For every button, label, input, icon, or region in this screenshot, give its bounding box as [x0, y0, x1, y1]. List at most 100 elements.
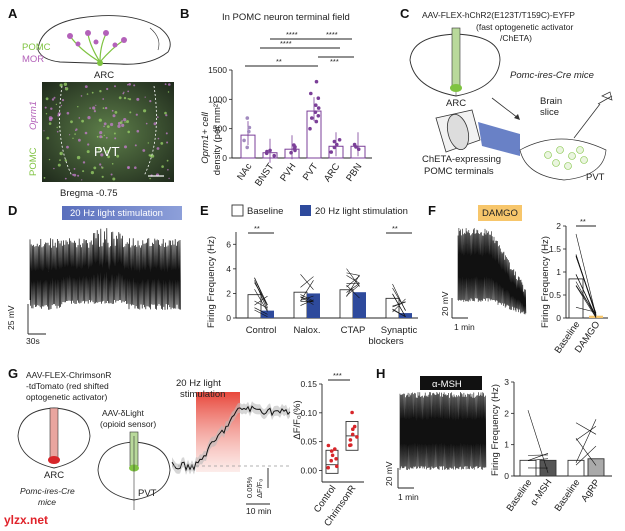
e-paired-line: [392, 301, 406, 308]
histology-speck: [72, 173, 75, 176]
legend-e-stim: 20 Hz light stimulation: [315, 206, 408, 217]
b-data-point: [332, 139, 337, 144]
panel-h: H α-MSH 20 mV 1 min Firing Frequency (Hz…: [376, 366, 612, 514]
h-y-tick-label: 2: [504, 408, 509, 418]
b-data-point: [242, 138, 246, 143]
objective-lens: [435, 109, 520, 156]
h-paired-line: [575, 445, 597, 466]
e-bar-stim: [353, 292, 366, 318]
e-paired-line: [392, 293, 406, 317]
label-brain: Brain: [540, 96, 562, 107]
histology-speck: [121, 120, 123, 122]
panel-f-ylabel: Firing Frequency (Hz): [540, 236, 551, 328]
g-y-tick-label: 0.00: [300, 465, 317, 475]
virus-c-1: AAV-FLEX-hChR2(E123T/T159C)-EYFP: [422, 10, 575, 20]
panel-f-letter: F: [428, 203, 436, 218]
e-bar-baseline: [293, 291, 308, 319]
histology-speck: [135, 113, 138, 116]
e-group-sub: blockers: [368, 336, 404, 347]
histology-speck: [48, 122, 52, 125]
histology-speck: [165, 114, 168, 117]
e-paired-line: [346, 275, 360, 284]
histology-speck: [96, 135, 99, 138]
e-paired-line: [254, 295, 268, 306]
histology-speck: [86, 93, 89, 95]
scale-f-t: 1 min: [454, 322, 475, 332]
histology-speck: [114, 111, 118, 114]
e-category-label: Control: [246, 325, 277, 336]
histology-speck: [65, 87, 67, 89]
histology-speck: [106, 125, 110, 128]
e-paired-line: [346, 284, 360, 296]
histology-speck: [127, 130, 130, 134]
b-y-tick-label: 1500: [208, 65, 227, 75]
histology-speck: [167, 169, 169, 171]
histology-speck: [111, 109, 114, 112]
histology-speck: [99, 90, 102, 93]
histology-speck: [87, 116, 91, 120]
e-paired-line: [254, 307, 268, 315]
panel-b-title: In POMC neuron terminal field: [222, 12, 350, 23]
histology-speck: [43, 177, 46, 179]
e-y-tick-label: 6: [226, 239, 231, 249]
histology-speck: [81, 179, 83, 181]
histology-speck: [118, 146, 120, 149]
histology-speck: [70, 120, 73, 124]
histology-speck: [98, 118, 102, 122]
histology-speck: [143, 109, 147, 113]
histology-speck: [45, 113, 48, 115]
g-data-point: [348, 438, 353, 442]
b-category-label: BNST: [253, 161, 277, 188]
b-data-point: [245, 145, 249, 150]
virus-g-2: -tdTomato (red shifted: [26, 381, 109, 391]
histology-speck: [156, 147, 160, 150]
histology-speck: [66, 111, 70, 115]
histology-speck: [80, 95, 83, 97]
g-data-point: [326, 465, 331, 470]
histology-speck: [66, 145, 69, 149]
h-paired-line: [575, 425, 597, 441]
b-data-point: [309, 91, 313, 96]
histology-speck: [99, 135, 103, 139]
h-paired-line: [527, 458, 549, 461]
histology-speck: [145, 122, 148, 125]
h-category-label: α-MSH: [528, 477, 554, 508]
histology-speck: [53, 167, 55, 170]
g-data-point: [350, 432, 355, 437]
b-y-tick-label: 1000: [208, 94, 227, 104]
histology-speck: [99, 131, 103, 135]
histology-speck: [127, 98, 130, 100]
g-data-point: [329, 449, 334, 453]
e-bar-baseline: [339, 289, 354, 319]
histology-speck: [57, 163, 61, 167]
b-category-label: PVT: [301, 161, 321, 183]
histology-speck: [156, 116, 159, 118]
histology-speck: [74, 133, 76, 135]
label-arc: ARC: [94, 70, 114, 81]
histology-speck: [149, 100, 152, 103]
histology-speck: [111, 163, 114, 165]
stim-g-2: stimulation: [180, 389, 225, 400]
histology-speck: [123, 96, 127, 100]
histology-speck: [91, 91, 94, 94]
b-data-point: [316, 114, 321, 118]
histology-speck: [165, 132, 168, 135]
histology-speck: [121, 123, 125, 127]
scale-g-t: 10 min: [246, 506, 272, 516]
e-paired-line: [254, 300, 268, 309]
h-bar: [567, 459, 585, 477]
e-paired-line: [346, 285, 360, 299]
g-data-point: [349, 443, 353, 447]
histology-speck: [92, 106, 96, 110]
histology-speck: [127, 83, 129, 86]
b-data-point: [314, 79, 319, 84]
b-data-point: [329, 150, 334, 154]
histology-speck: [89, 107, 91, 109]
f-y-tick-label: 0.5: [549, 290, 561, 300]
histology-speck: [119, 121, 123, 124]
legend-e-baseline: Baseline: [247, 206, 283, 217]
b-category-label: PVH: [278, 161, 298, 183]
e-y-tick-label: 0: [226, 313, 231, 323]
g-y-tick-label: 0.10: [300, 408, 317, 418]
